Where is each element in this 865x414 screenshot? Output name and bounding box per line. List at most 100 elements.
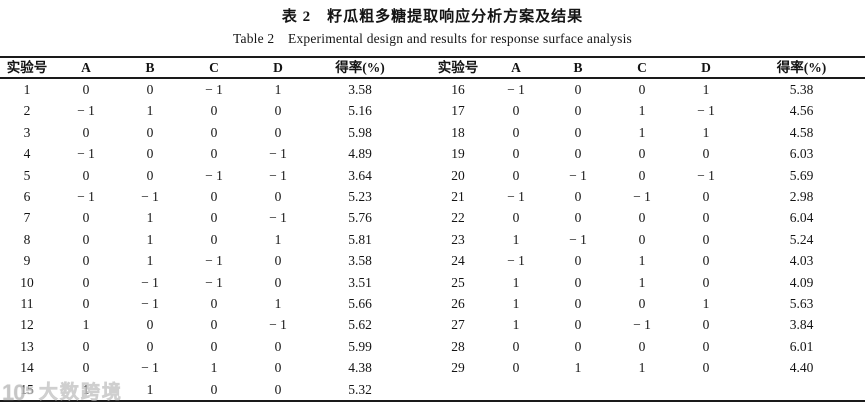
table-cell: 0 <box>82 167 90 183</box>
table-cell: − 1 <box>633 317 651 333</box>
table-cell: 0 <box>702 338 710 354</box>
table-cell: 1 <box>146 253 154 269</box>
table-cell: 0 <box>210 296 218 312</box>
column-gap <box>410 314 430 335</box>
table-cell: 0 <box>638 167 646 183</box>
table-cell: 3.84 <box>789 317 814 333</box>
table-cell: 0 <box>82 82 90 97</box>
table-cell: − 1 <box>205 274 223 290</box>
table-cell <box>430 379 486 401</box>
table-cell: 0 <box>512 210 520 226</box>
table-cell: 0 <box>638 210 646 226</box>
header-run-no: 实验号 <box>430 57 486 79</box>
table-cell: 0 <box>146 82 154 97</box>
table-cell: 0 <box>574 146 582 162</box>
table-cell: 4.56 <box>789 103 814 119</box>
table-cell: 1 <box>82 381 90 397</box>
table-cell: − 1 <box>569 231 587 247</box>
table-cell: 4.89 <box>348 146 372 162</box>
table-cell: 6 <box>23 189 31 205</box>
table-cell: 0 <box>210 381 218 397</box>
table-cell: 0 <box>210 103 218 119</box>
header-yield: 得率(%) <box>738 57 865 79</box>
table-cell: 1 <box>274 82 282 97</box>
table-row: 11 0 − 1 0 1 5.66 26 1 0 0 1 5.63 <box>0 293 865 314</box>
table-cell: 1 <box>146 103 154 119</box>
table-cell: − 1 <box>507 253 525 269</box>
table-cell: 0 <box>146 124 154 140</box>
table-cell: 0 <box>638 338 646 354</box>
column-gap <box>410 379 430 401</box>
table-cell: 0 <box>210 317 218 333</box>
table-cell: 0 <box>210 338 218 354</box>
header-run-no: 实验号 <box>0 57 54 79</box>
table-cell: 0 <box>82 296 90 312</box>
table-cell: − 1 <box>77 146 95 162</box>
table-cell: − 1 <box>205 253 223 269</box>
table-cell: 1 <box>512 231 520 247</box>
table-cell: 0 <box>574 296 582 312</box>
table-cell: 4.03 <box>789 253 814 269</box>
table-cell: 14 <box>20 360 34 376</box>
table-cell: 24 <box>451 253 465 269</box>
table-cell: 22 <box>451 210 465 226</box>
column-gap <box>410 100 430 121</box>
table-cell: 0 <box>574 274 582 290</box>
column-gap <box>410 250 430 271</box>
table-cell: 1 <box>274 231 282 247</box>
table-cell: 0 <box>146 338 154 354</box>
header-row: 实验号 A B C D 得率(%) 实验号 A B C D 得率(%) <box>0 57 865 79</box>
table-cell: 0 <box>274 189 282 205</box>
table-cell: 1 <box>574 360 582 376</box>
table-cell: 8 <box>23 231 31 247</box>
table-cell: − 1 <box>77 189 95 205</box>
table-row: 3 0 0 0 0 5.98 18 0 0 1 1 4.58 <box>0 122 865 143</box>
table-cell: 5.63 <box>789 296 814 312</box>
table-cell: 19 <box>451 146 465 162</box>
header-yield: 得率(%) <box>310 57 410 79</box>
table-cell: 0 <box>82 231 90 247</box>
table-cell: 1 <box>210 360 218 376</box>
table-cell: 0 <box>512 103 520 119</box>
table-cell: 0 <box>82 338 90 354</box>
header-factor-a: A <box>486 57 546 79</box>
table-cell: 25 <box>451 274 465 290</box>
table-cell: 3 <box>23 124 31 140</box>
table-row: 14 0 − 1 1 0 4.38 29 0 1 1 0 4.40 <box>0 357 865 378</box>
table-row: 10 0− 1− 1 0 3.51 25 1 0 1 0 4.09 <box>0 272 865 293</box>
table-cell: 0 <box>702 317 710 333</box>
table-cell: 0 <box>702 360 710 376</box>
table-cell: − 1 <box>269 167 287 183</box>
column-gap <box>410 293 430 314</box>
column-gap <box>410 357 430 378</box>
experiment-table: 实验号 A B C D 得率(%) 实验号 A B C D 得率(%) 1 0 0 −… <box>0 56 865 403</box>
table-cell: 0 <box>146 167 154 183</box>
table-row: 1 0 0 − 1 1 3.58 16 − 1 0 0 1 5.38 <box>0 78 865 100</box>
table-cell: 0 <box>574 124 582 140</box>
table-cell: 5.66 <box>348 296 372 312</box>
table-cell: 3.58 <box>348 253 372 269</box>
header-factor-b: B <box>546 57 610 79</box>
column-gap <box>410 165 430 186</box>
header-factor-a: A <box>54 57 118 79</box>
table-cell: 21 <box>451 189 465 205</box>
table-cell: 0 <box>82 274 90 290</box>
column-gap <box>410 229 430 250</box>
table-row: 7 0 1 0 − 1 5.76 22 0 0 0 0 6.04 <box>0 207 865 228</box>
table-cell: 0 <box>574 210 582 226</box>
column-gap <box>410 207 430 228</box>
header-factor-b: B <box>118 57 182 79</box>
table-cell: 0 <box>274 360 282 376</box>
table-cell: 5.32 <box>348 381 372 397</box>
table-cell: 0 <box>702 274 710 290</box>
column-gap <box>410 122 430 143</box>
table-cell: 3.64 <box>348 167 372 183</box>
table-cell: − 1 <box>507 82 525 97</box>
table-cell: 29 <box>451 360 465 376</box>
table-cell: 0 <box>82 253 90 269</box>
table-cell: 0 <box>574 338 582 354</box>
table-cell: 0 <box>512 338 520 354</box>
table-cell: − 1 <box>141 296 159 312</box>
table-cell: 1 <box>146 210 154 226</box>
table-cell: 0 <box>702 189 710 205</box>
